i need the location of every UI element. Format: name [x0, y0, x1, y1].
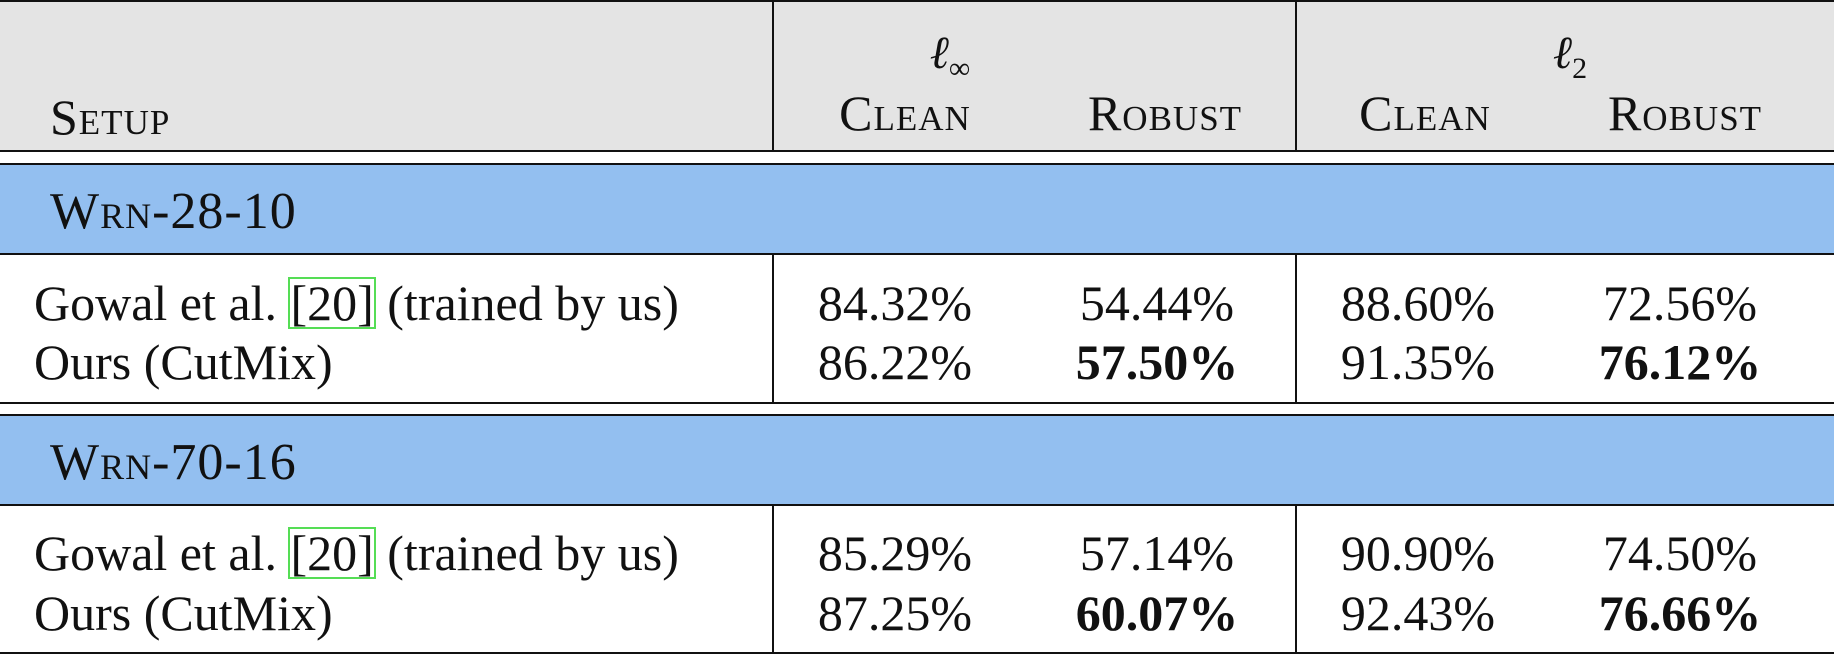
- linf-robust-value: 54.44%: [1079, 275, 1235, 331]
- section-rule: [0, 402, 1834, 404]
- linf-norm-header: ℓ∞: [929, 27, 971, 86]
- l2-robust-value: 72.56%: [1602, 275, 1758, 331]
- setup-column-header: Setup: [50, 89, 171, 145]
- linf-robust-value: 57.14%: [1079, 525, 1235, 581]
- bottom-rule: [0, 652, 1834, 654]
- section-rule: [0, 253, 1834, 255]
- column-rule: [1295, 255, 1297, 402]
- section-label-wrn-70-16: Wrn-70-16: [50, 434, 297, 491]
- column-rule: [772, 255, 774, 402]
- header-rule: [0, 150, 1834, 152]
- section-rule: [0, 414, 1834, 416]
- row-label: Ours (CutMix): [34, 334, 333, 390]
- linf-clean-header: Clean: [839, 85, 971, 141]
- linf-robust-header: Robust: [1087, 85, 1243, 141]
- linf-clean-value: 84.32%: [817, 275, 973, 331]
- column-rule: [1295, 0, 1297, 150]
- l2-clean-value: 91.35%: [1340, 334, 1496, 390]
- l2-clean-value: 90.90%: [1340, 525, 1496, 581]
- l2-robust-value-best: 76.12%: [1598, 334, 1762, 390]
- section-band-wrn-28-10: [0, 165, 1834, 253]
- linf-robust-value-best: 60.07%: [1075, 585, 1239, 641]
- row-label: Gowal et al. [20] (trained by us): [34, 525, 679, 581]
- l2-robust-value: 74.50%: [1602, 525, 1758, 581]
- l2-clean-value: 92.43%: [1340, 585, 1496, 641]
- linf-clean-value: 87.25%: [817, 585, 973, 641]
- l2-clean-header: Clean: [1359, 85, 1491, 141]
- section-rule: [0, 504, 1834, 506]
- citation-link[interactable]: [20]: [288, 525, 376, 581]
- l2-norm-header: ℓ2: [1552, 27, 1588, 86]
- top-rule: [0, 0, 1834, 2]
- column-rule: [772, 0, 774, 150]
- column-rule: [1295, 506, 1297, 652]
- linf-robust-value-best: 57.50%: [1075, 334, 1239, 390]
- section-band-wrn-70-16: [0, 416, 1834, 504]
- l2-clean-value: 88.60%: [1340, 275, 1496, 331]
- l2-robust-value-best: 76.66%: [1598, 585, 1762, 641]
- linf-clean-value: 86.22%: [817, 334, 973, 390]
- section-label-wrn-28-10: Wrn-28-10: [50, 183, 297, 240]
- citation-link[interactable]: [20]: [288, 275, 376, 331]
- section-rule: [0, 163, 1834, 165]
- row-label: Gowal et al. [20] (trained by us): [34, 275, 679, 331]
- column-rule: [772, 506, 774, 652]
- table-header: [0, 0, 1834, 150]
- l2-robust-header: Robust: [1607, 85, 1763, 141]
- row-label: Ours (CutMix): [34, 585, 333, 641]
- linf-clean-value: 85.29%: [817, 525, 973, 581]
